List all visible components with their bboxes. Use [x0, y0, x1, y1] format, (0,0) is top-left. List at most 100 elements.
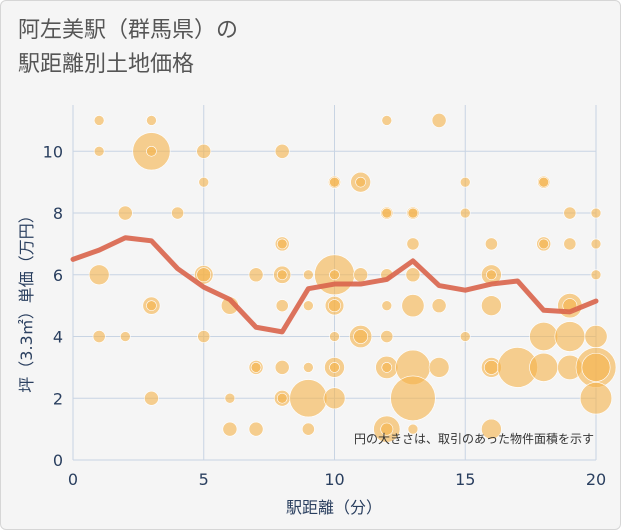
y-tick-label: 4 — [53, 328, 63, 347]
bubble-point — [431, 113, 447, 128]
bubble-point — [323, 387, 346, 410]
bubble-point — [146, 146, 157, 157]
bubble-point — [329, 269, 340, 281]
bubble-point — [88, 264, 110, 286]
bubble-point — [92, 330, 106, 343]
bubble-point — [303, 362, 314, 373]
bubble-point — [407, 207, 419, 219]
y-tick-label: 2 — [53, 389, 63, 408]
bubble-point — [401, 294, 425, 318]
bubble-point — [481, 418, 502, 440]
bubble-point — [301, 422, 315, 436]
bubble-point — [329, 362, 340, 373]
x-tick-label: 10 — [324, 470, 344, 489]
y-tick-labels: 0 2 4 6 8 10 — [43, 142, 63, 470]
bubble-point — [390, 375, 436, 421]
bubble-point — [459, 331, 471, 342]
bubbles-layer — [88, 113, 617, 443]
bubble-size-note: 円の大きさは、取引のあった物件面積を示す — [354, 431, 594, 446]
bubble-point — [405, 267, 421, 283]
bubble-point — [380, 422, 394, 436]
bubble-point — [484, 237, 498, 251]
bubble-point — [197, 330, 211, 343]
bubble-point — [563, 237, 577, 251]
title-line-2: 駅距離別土地価格 — [18, 52, 195, 77]
bubble-point — [328, 299, 341, 313]
x-tick-label: 15 — [455, 470, 475, 489]
bubble-point — [554, 321, 586, 352]
bubble-point — [459, 207, 471, 219]
bubble-point — [196, 143, 212, 159]
bubble-point — [93, 146, 105, 157]
bubble-point — [407, 423, 419, 435]
bubble-point — [224, 392, 236, 404]
x-tick-label: 0 — [68, 470, 78, 489]
bubble-point — [146, 300, 157, 311]
bubble-point — [222, 421, 238, 437]
bubble-point — [276, 238, 288, 250]
x-tick-labels: 0 5 10 15 20 — [68, 470, 606, 489]
bubble-point — [381, 207, 393, 219]
bubble-point — [274, 143, 290, 159]
bubble-point — [563, 206, 577, 220]
bubble-point — [381, 362, 393, 373]
bubble-point — [275, 299, 289, 313]
bubble-point — [406, 237, 420, 251]
bubble-point — [590, 269, 602, 281]
bubble-point — [353, 329, 369, 344]
bubble-point — [171, 206, 185, 220]
bubble-point — [248, 421, 264, 437]
bubble-point — [481, 295, 502, 316]
bubble-point — [248, 267, 264, 283]
bubble-point — [579, 382, 613, 415]
x-tick-label: 5 — [199, 470, 209, 489]
bubble-point — [484, 360, 499, 375]
bubble-point — [381, 300, 393, 311]
bubble-point — [120, 331, 131, 342]
bubble-point — [353, 267, 369, 283]
bubble-point — [486, 269, 497, 281]
average-price-line — [70, 235, 599, 335]
y-tick-label: 10 — [43, 142, 63, 161]
bubble-point — [303, 300, 314, 311]
bubble-point — [146, 115, 157, 126]
bubble-point — [198, 176, 210, 188]
bubble-point — [380, 330, 394, 343]
x-axis-title: 駅距離（分） — [286, 498, 382, 517]
bubble-point — [590, 207, 602, 219]
bubble-point — [538, 238, 550, 250]
bubble-point — [117, 205, 133, 221]
y-tick-label: 0 — [53, 451, 63, 470]
bubble-point — [276, 392, 288, 404]
bubble-point — [196, 267, 212, 283]
bubble-point — [93, 115, 105, 126]
bubble-point — [303, 269, 314, 281]
y-tick-label: 8 — [53, 204, 63, 223]
bubble-point — [590, 238, 602, 250]
x-tick-label: 20 — [586, 470, 606, 489]
bubble-point — [529, 322, 559, 351]
bubble-point — [428, 357, 450, 378]
bubble-point — [274, 360, 290, 375]
bubble-point — [250, 362, 262, 373]
bubble-point — [276, 269, 288, 281]
trend-line-layer — [70, 235, 599, 335]
bubble-point — [581, 352, 611, 382]
bubble-point — [459, 176, 471, 188]
bubble-point — [329, 331, 340, 342]
bubble-point — [144, 390, 159, 406]
bubble-point — [381, 115, 393, 126]
bubble-point — [289, 379, 328, 418]
y-tick-label: 6 — [53, 266, 63, 285]
bubble-point — [329, 176, 340, 188]
bubble-point — [584, 325, 608, 349]
bubble-point — [431, 298, 447, 314]
title-line-1: 阿左美駅（群馬県）の — [18, 18, 239, 43]
chart-title: 阿左美駅（群馬県）の 駅距離別土地価格 — [18, 14, 238, 82]
bubble-point — [538, 176, 550, 188]
y-axis-title: 坪（3.3㎡）単価（万円） — [17, 207, 36, 392]
bubble-point — [355, 176, 366, 188]
bubble-point — [529, 352, 559, 382]
